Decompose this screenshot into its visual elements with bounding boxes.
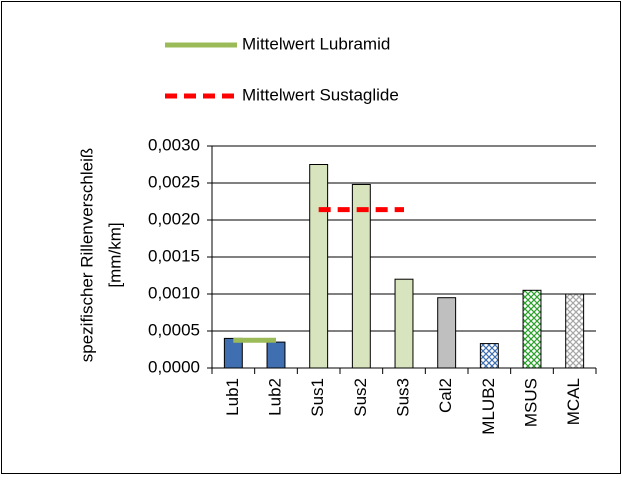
x-tick-label: MCAL [564,378,583,425]
y-axis-label: [mm/km] [105,222,124,287]
x-tick-label: Lub1 [223,378,242,416]
bar [309,164,329,369]
y-tick-label: 0,0000 [148,357,200,376]
y-axis-label: spezifischer Rillenverschleiß [77,148,96,362]
bar [565,293,585,369]
bar [394,278,414,369]
x-tick-label: Sus1 [308,378,327,417]
x-tick-label: Cal2 [436,378,455,413]
bar [522,289,542,369]
bar [266,341,286,369]
y-tick-label: 0,0020 [148,209,200,228]
x-tick-label: MLUB2 [479,378,498,435]
bar [223,337,243,369]
y-tick-label: 0,0015 [148,246,200,265]
y-tick-label: 0,0005 [148,320,200,339]
x-tick-label: Sus3 [393,378,412,417]
legend-label: Mittelwert Lubramid [242,34,390,53]
x-tick-label: MSUS [521,378,540,427]
bar [437,297,457,369]
y-tick-label: 0,0030 [148,135,200,154]
x-tick-label: Sus2 [351,378,370,417]
bar [479,343,499,369]
legend-label: Mittelwert Sustaglide [242,85,399,104]
y-tick-label: 0,0010 [148,283,200,302]
x-tick-label: Lub2 [265,378,284,416]
y-tick-label: 0,0025 [148,172,200,191]
